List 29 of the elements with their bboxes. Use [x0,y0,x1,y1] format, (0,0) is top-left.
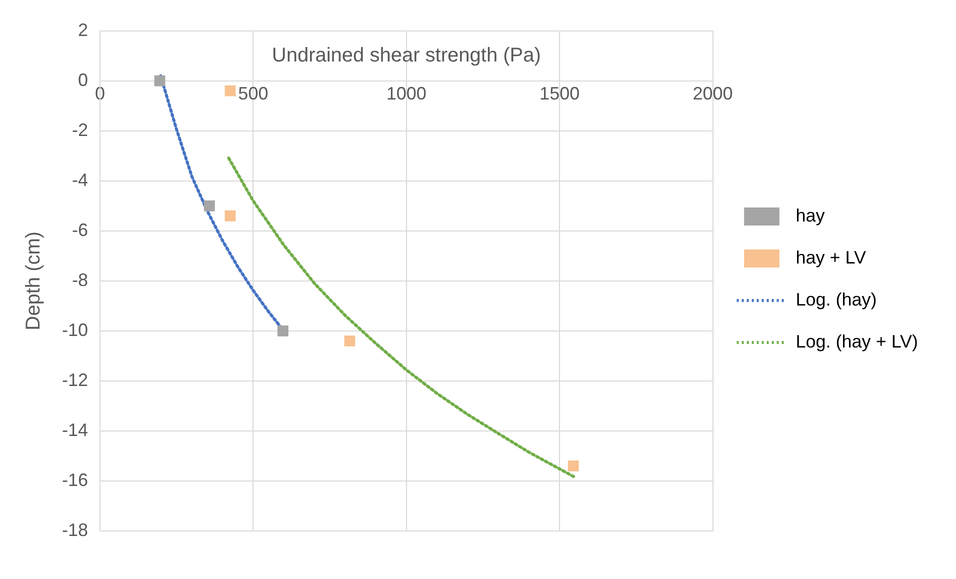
x-tick-label: 2000 [692,84,733,104]
y-tick-label: -14 [62,420,88,440]
x-axis-title: Undrained shear strength (Pa) [272,44,541,66]
line-series [227,156,576,479]
y-tick-label: 0 [78,70,88,90]
legend-label: Log. (hay + LV) [796,331,918,352]
y-tick-label: -4 [72,170,88,190]
point [154,75,166,86]
point [568,460,579,472]
point [224,210,236,222]
y-tick-label: -18 [62,520,88,540]
x-tick-label: 1500 [540,84,580,104]
y-tick-label: 2 [78,20,88,40]
point [224,85,236,96]
y-tick-label: -16 [62,470,88,490]
point [204,200,215,212]
y-tick-label: -12 [62,370,88,390]
y-tick-label: -8 [72,270,88,290]
x-tick-label: 1000 [386,84,426,104]
x-tick-label: 500 [238,84,268,104]
y-tick-label: -2 [72,120,88,140]
y-tick-label: -6 [72,220,88,240]
legend-label: hay + LV [796,247,866,268]
point [277,325,288,336]
legend-label: Log. (hay) [796,289,877,310]
legend-label: hay [796,205,825,226]
point [344,335,356,346]
y-axis-title: Depth (cm) [22,231,45,330]
y-tick-label: -10 [62,320,88,340]
